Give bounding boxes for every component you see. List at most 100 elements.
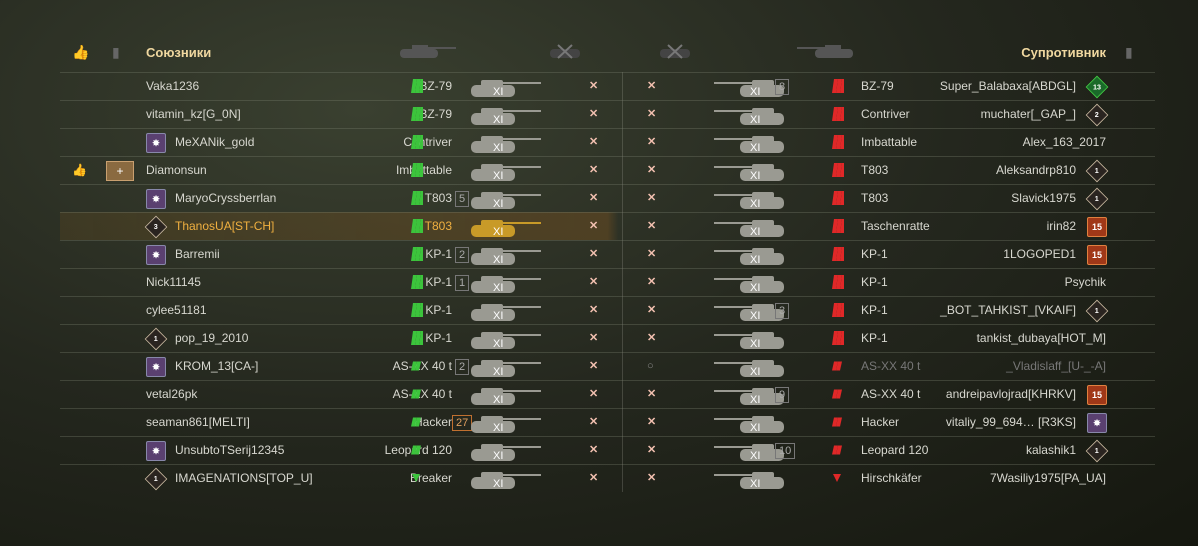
ally-player-name[interactable]: Nick11145 xyxy=(146,275,201,289)
ally-player-name[interactable]: Diamonsun xyxy=(146,163,207,177)
enemy-player-name[interactable]: tankist_dubaya[HOT_M] xyxy=(976,331,1106,345)
enemy-vehicle-name: Imbattable xyxy=(861,135,918,149)
enemy-player-name[interactable]: _BOT_TAHKIST_[VKAIF] xyxy=(940,303,1076,317)
player-row[interactable]: 3 ThanosUA[ST-CH] T803 XI ✕ ✕ XI Taschenratte ir… xyxy=(60,212,1155,240)
tier-label: XI xyxy=(750,170,760,182)
ally-player-name[interactable]: vitamin_kz[G_0N] xyxy=(146,107,241,121)
ally-player-name[interactable]: UnsubtoTSerij12345 xyxy=(175,443,285,457)
enemy-tank-icon: XI xyxy=(714,136,784,154)
enemy-player-name[interactable]: irin82 xyxy=(1046,219,1076,233)
ally-destroyed-icon: ✕ xyxy=(589,416,599,428)
enemy-tank-icon: XI xyxy=(714,388,784,406)
like-icon[interactable]: 👍 xyxy=(72,163,87,177)
enemy-tank-icon: XI xyxy=(714,248,784,266)
ally-player-name[interactable]: Vaka1236 xyxy=(146,79,200,93)
enemy-destroyed-icon: ✕ xyxy=(647,416,657,428)
tier-label: XI xyxy=(750,338,760,350)
ally-tank-icon: XI xyxy=(471,360,541,378)
player-badge-icon: 1 xyxy=(144,467,168,491)
enemy-player-name[interactable]: muchater[_GAP_] xyxy=(980,107,1076,121)
player-row[interactable]: ✸ Barremii KP-1 2 XI ✕ ✕ XI KP-1 1LOGOPED1 15 xyxy=(60,240,1155,268)
enemy-tank-icon: XI xyxy=(714,220,784,238)
enemy-player-name[interactable]: andreipavlojrad[KHRKV] xyxy=(945,387,1076,401)
ally-destroyed-icon: ✕ xyxy=(589,388,599,400)
enemy-tank-icon: XI xyxy=(714,444,784,462)
tank-column-icon xyxy=(797,45,853,58)
player-row[interactable]: vetal26pk AS-XX 40 t XI ✕ ✕ XI 9 AS-XX 40 t andr… xyxy=(60,380,1155,408)
ally-tank-icon: XI xyxy=(471,136,541,154)
ally-player-name[interactable]: seaman861[MELTI] xyxy=(146,415,250,429)
enemy-player-name[interactable]: Aleksandrp810 xyxy=(995,163,1076,177)
tier-label: XI xyxy=(750,394,760,406)
tank-column-icon xyxy=(400,45,456,58)
ally-tank-icon: XI xyxy=(471,388,541,406)
enemy-destroyed-icon: ✕ xyxy=(647,164,657,176)
ally-tank-icon: XI xyxy=(471,276,541,294)
tier-label: XI xyxy=(493,254,503,266)
team-divider xyxy=(622,72,623,492)
player-badge-icon: ✸ xyxy=(146,189,166,209)
ally-player-name[interactable]: KROM_13[CA-] xyxy=(175,359,259,373)
player-row[interactable]: cylee51181 KP-1 XI ✕ ✕ XI 3 KP-1 _BOT_TAHKIST_[V… xyxy=(60,296,1155,324)
enemy-vehicle-name: AS-XX 40 t xyxy=(861,387,921,401)
enemy-player-name[interactable]: kalashik1 xyxy=(1025,443,1076,457)
player-row[interactable]: Vaka1236 BZ-79 XI ✕ ✕ XI 8 BZ-79 Super_Balabaxa[… xyxy=(60,72,1155,100)
enemy-player-name[interactable]: Alex_163_2017 xyxy=(1022,135,1106,149)
enemy-player-name[interactable]: vitaliy_99_694… [R3KS] xyxy=(945,415,1076,429)
ally-tier-icon xyxy=(409,325,425,362)
enemy-tier-icon xyxy=(830,157,846,194)
ally-vehicle-name: AS-XX 40 t xyxy=(392,359,452,373)
ally-player-name[interactable]: MeXANik_gold xyxy=(175,135,255,149)
enemy-player-name[interactable]: 7Wasiliy1975[PA_UA] xyxy=(989,471,1106,485)
player-row[interactable]: 1 IMAGENATIONS[TOP_U] Breaker XI ✕ ✕ XI Hirschk… xyxy=(60,464,1155,492)
tier-label: XI xyxy=(750,114,760,126)
enemy-destroyed-icon: ✕ xyxy=(647,108,657,120)
ally-vehicle-name: KP-1 xyxy=(425,275,452,289)
enemy-player-name[interactable]: Super_Balabaxa[ABDGL] xyxy=(939,79,1076,93)
player-badge-icon: 3 xyxy=(144,215,168,239)
ally-destroyed-icon: ✕ xyxy=(589,136,599,148)
ally-player-name[interactable]: pop_19_2010 xyxy=(175,331,249,345)
enemy-player-name[interactable]: _Vladislaff_[U-_-A] xyxy=(1006,359,1106,373)
ally-tier-icon xyxy=(409,353,423,390)
player-row[interactable]: ✸ KROM_13[CA-] AS-XX 40 t 2 XI ✕ ○ XI AS-XX 40 t… xyxy=(60,352,1155,380)
ally-player-name[interactable]: vetal26pk xyxy=(146,387,198,401)
enemy-player-name[interactable]: 1LOGOPED1 xyxy=(1003,247,1076,261)
enemy-tier-icon xyxy=(830,381,844,418)
enemy-vehicle-name: T803 xyxy=(861,163,889,177)
tier-label: XI xyxy=(750,254,760,266)
player-row[interactable]: seaman861[MELTI] Hacker 27 XI ✕ ✕ XI Hacker vita… xyxy=(60,408,1155,436)
player-row[interactable]: 1 pop_19_2010 KP-1 XI ✕ ✕ XI KP-1 tankist_dubaya… xyxy=(60,324,1155,352)
enemy-vehicle-name: KP-1 xyxy=(861,331,888,345)
enemy-vehicle-name: Taschenratte xyxy=(861,219,930,233)
ally-player-name[interactable]: IMAGENATIONS[TOP_U] xyxy=(175,471,313,485)
enemy-destroyed-icon: ✕ xyxy=(647,80,657,92)
squad-icon: ▮ xyxy=(1125,44,1133,60)
ally-vehicle-name: BZ-79 xyxy=(419,79,452,93)
player-row[interactable]: Nick11145 KP-1 1 XI ✕ ✕ XI KP-1 Psychik xyxy=(60,268,1155,296)
tier-label: XI xyxy=(493,338,503,350)
player-badge-icon: 15 xyxy=(1087,217,1107,237)
ally-tank-icon: XI xyxy=(471,80,541,98)
ally-destroyed-icon: ✕ xyxy=(589,192,599,204)
ally-destroyed-icon: ✕ xyxy=(589,108,599,120)
ally-player-name[interactable]: ThanosUA[ST-CH] xyxy=(175,219,275,233)
player-badge-icon: 2 xyxy=(1085,103,1109,127)
player-row[interactable]: 👍 + Diamonsun Imbattable XI ✕ ✕ XI T803 Aleksandr… xyxy=(60,156,1155,184)
ally-destroyed-icon: ✕ xyxy=(589,332,599,344)
scoreboard-header: 👍 ▮ Союзники Супротивник ▮ xyxy=(0,36,1198,66)
ally-vehicle-name: AS-XX 40 t xyxy=(392,387,452,401)
player-row[interactable]: vitamin_kz[G_0N] BZ-79 XI ✕ ✕ XI Contriver much… xyxy=(60,100,1155,128)
ally-player-name[interactable]: cylee51181 xyxy=(146,303,207,317)
enemy-tank-icon: XI xyxy=(714,192,784,210)
enemy-player-name[interactable]: Psychik xyxy=(1064,275,1106,289)
player-row[interactable]: ✸ MaryoCryssberrlan T803 5 XI ✕ ✕ XI T803 Slavick… xyxy=(60,184,1155,212)
ally-player-name[interactable]: Barremii xyxy=(175,247,220,261)
player-row[interactable]: ✸ UnsubtoTSerij12345 Leopard 120 XI ✕ ✕ XI 10 Le… xyxy=(60,436,1155,464)
ally-vehicle-name: Imbattable xyxy=(395,163,452,177)
ally-tank-icon: XI xyxy=(471,108,541,126)
ally-player-name[interactable]: MaryoCryssberrlan xyxy=(175,191,277,205)
enemy-player-name[interactable]: Slavick1975 xyxy=(1011,191,1076,205)
squad-icon[interactable]: + xyxy=(106,161,134,181)
player-row[interactable]: ✸ MeXANik_gold Contriver XI ✕ ✕ XI Imbattable Al… xyxy=(60,128,1155,156)
